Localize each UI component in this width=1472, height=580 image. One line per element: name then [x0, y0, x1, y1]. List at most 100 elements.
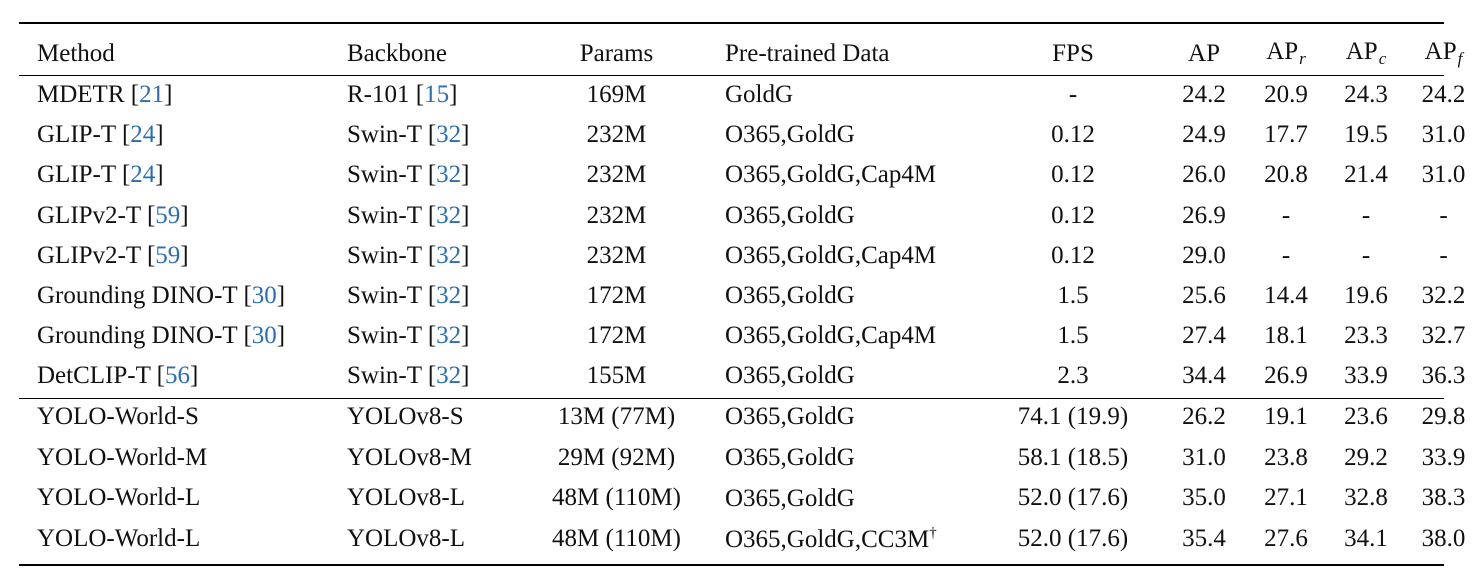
table-row: DetCLIP-T [56] Swin-T [32] 155M O365,Gol…: [19, 356, 1472, 396]
fps-cell: -: [1068, 81, 1078, 109]
fps-cell: 0.12: [1051, 121, 1095, 149]
backbone-citation-number[interactable]: 32: [436, 121, 462, 149]
method-citation-number[interactable]: 59: [155, 241, 181, 269]
method-citation: [24]: [121, 121, 164, 149]
header-ap-frequent-subscript: f: [1457, 49, 1463, 68]
method-name: GLIP-T: [37, 161, 116, 189]
ap-cell: 26.9: [1182, 201, 1226, 229]
fps-cell: 52.0 (17.6): [1017, 484, 1129, 512]
backbone-cell: YOLOv8-M: [347, 443, 472, 471]
backbone-cell: Swin-T [32]: [347, 236, 528, 276]
table-row: GLIPv2-T [59] Swin-T [32] 232M O365,Gold…: [19, 236, 1472, 276]
method-citation-number[interactable]: 21: [139, 81, 165, 109]
ap-rare-cell: -: [1281, 201, 1291, 229]
ap-frequent-cell: 24.2: [1421, 81, 1466, 109]
backbone-name: R-101: [347, 81, 410, 109]
method-cell: YOLO-World-M: [37, 443, 208, 471]
pretrained-data-text: O365,GoldG: [725, 444, 855, 472]
ap-common-cell: 21.4: [1344, 161, 1388, 189]
ap-common-cell: -: [1361, 201, 1371, 229]
backbone-citation: [15]: [415, 81, 458, 109]
pretrained-data-cell: O365,GoldG: [725, 362, 855, 390]
method-citation-number[interactable]: 30: [251, 322, 277, 350]
table-row: GLIP-T [24] Swin-T [32] 232M O365,GoldG,…: [19, 155, 1472, 195]
header-rule: [19, 75, 1444, 76]
backbone-citation-number[interactable]: 15: [424, 81, 450, 109]
header-pretrained-data: Pre-trained Data: [725, 39, 890, 67]
ap-rare-cell: 26.9: [1264, 362, 1308, 390]
ap-cell: 35.0: [1182, 484, 1226, 512]
ap-frequent-cell: 31.0: [1421, 121, 1466, 149]
method-cell: Grounding DINO-T [30]: [19, 276, 347, 316]
method-citation-number[interactable]: 56: [165, 362, 190, 390]
method-citation: [30]: [243, 322, 286, 350]
pretrained-data-cell: O365,GoldG: [725, 121, 855, 149]
backbone-citation-number[interactable]: 32: [436, 201, 462, 229]
header-method: Method: [37, 39, 115, 67]
header-fps: FPS: [1052, 39, 1094, 67]
backbone-cell: Swin-T [32]: [347, 155, 528, 195]
method-cell: Grounding DINO-T [30]: [19, 316, 347, 356]
backbone-citation: [32]: [427, 362, 470, 390]
backbone-cell: R-101 [15]: [347, 75, 528, 115]
backbone-citation-number[interactable]: 32: [436, 322, 462, 350]
pretrained-data-cell: O365,GoldG: [725, 282, 855, 310]
method-citation: [21]: [130, 81, 173, 109]
table-row: YOLO-World-L YOLOv8-L 48M (110M) O365,Go…: [19, 519, 1472, 560]
table-row: GLIPv2-T [59] Swin-T [32] 232M O365,Gold…: [19, 196, 1472, 236]
backbone-citation-number[interactable]: 32: [436, 241, 462, 269]
ap-cell: 27.4: [1182, 322, 1226, 350]
backbone-cell: YOLOv8-L: [347, 525, 466, 553]
ap-common-cell: 32.8: [1344, 484, 1388, 512]
ap-frequent-cell: 38.3: [1421, 484, 1466, 512]
backbone-name: Swin-T: [347, 322, 422, 350]
table-row: Grounding DINO-T [30] Swin-T [32] 172M O…: [19, 316, 1472, 356]
ap-rare-cell: 17.7: [1264, 121, 1308, 149]
backbone-cell: Swin-T [32]: [347, 276, 528, 316]
header-ap-common-subscript: c: [1378, 49, 1387, 68]
ap-rare-cell: 20.9: [1264, 81, 1308, 109]
ap-common-cell: 23.6: [1344, 402, 1388, 430]
results-table: Method Backbone Params Pre-trained Data …: [19, 24, 1472, 560]
fps-cell: 1.5: [1057, 282, 1089, 310]
ap-common-cell: 19.6: [1344, 282, 1388, 310]
pretrained-data-cell: O365,GoldG: [705, 478, 983, 519]
method-citation: [59]: [146, 241, 189, 269]
backbone-cell: Swin-T [32]: [347, 356, 528, 396]
table-row: MDETR [21] R-101 [15] 169M GoldG - 24.2 …: [19, 75, 1472, 115]
backbone-citation-number[interactable]: 32: [436, 161, 462, 189]
pretrained-data-text: O365,GoldG: [725, 484, 855, 512]
ap-frequent-cell: 36.3: [1421, 362, 1466, 390]
backbone-citation: [32]: [427, 121, 470, 149]
params-cell: 169M: [586, 81, 647, 109]
ap-common-cell: 19.5: [1344, 121, 1388, 149]
method-citation-number[interactable]: 59: [155, 201, 181, 229]
ap-rare-cell: 14.4: [1264, 282, 1308, 310]
backbone-name: Swin-T: [347, 282, 422, 310]
backbone-citation-number[interactable]: 32: [436, 282, 462, 310]
backbone-cell: Swin-T [32]: [347, 316, 528, 356]
ap-cell: 24.9: [1182, 121, 1226, 149]
method-citation-number[interactable]: 24: [130, 161, 156, 189]
backbone-citation-number[interactable]: 32: [436, 362, 462, 390]
header-ap-rare-base: AP: [1266, 38, 1299, 65]
method-citation-number[interactable]: 24: [130, 121, 156, 149]
method-citation-number[interactable]: 30: [251, 282, 277, 310]
backbone-name: Swin-T: [347, 121, 422, 149]
method-name: GLIPv2-T: [37, 201, 141, 229]
table-row: GLIP-T [24] Swin-T [32] 232M O365,GoldG …: [19, 115, 1472, 155]
ap-common-cell: 29.2: [1344, 443, 1388, 471]
ap-frequent-cell: -: [1439, 201, 1448, 229]
header-ap-rare: APr: [1245, 24, 1327, 75]
method-name: GLIPv2-T: [37, 241, 141, 269]
method-cell: YOLO-World-L: [37, 484, 201, 512]
method-cell: GLIP-T [24]: [19, 115, 347, 155]
ap-frequent-cell: -: [1439, 241, 1448, 269]
params-cell: 48M (110M): [552, 484, 681, 512]
ap-frequent-cell: 32.2: [1421, 282, 1466, 310]
fps-cell: 2.3: [1057, 362, 1089, 390]
fps-cell: 0.12: [1051, 241, 1095, 269]
ap-rare-cell: 18.1: [1264, 322, 1308, 350]
top-rule: [19, 22, 1444, 24]
backbone-citation: [32]: [427, 201, 470, 229]
